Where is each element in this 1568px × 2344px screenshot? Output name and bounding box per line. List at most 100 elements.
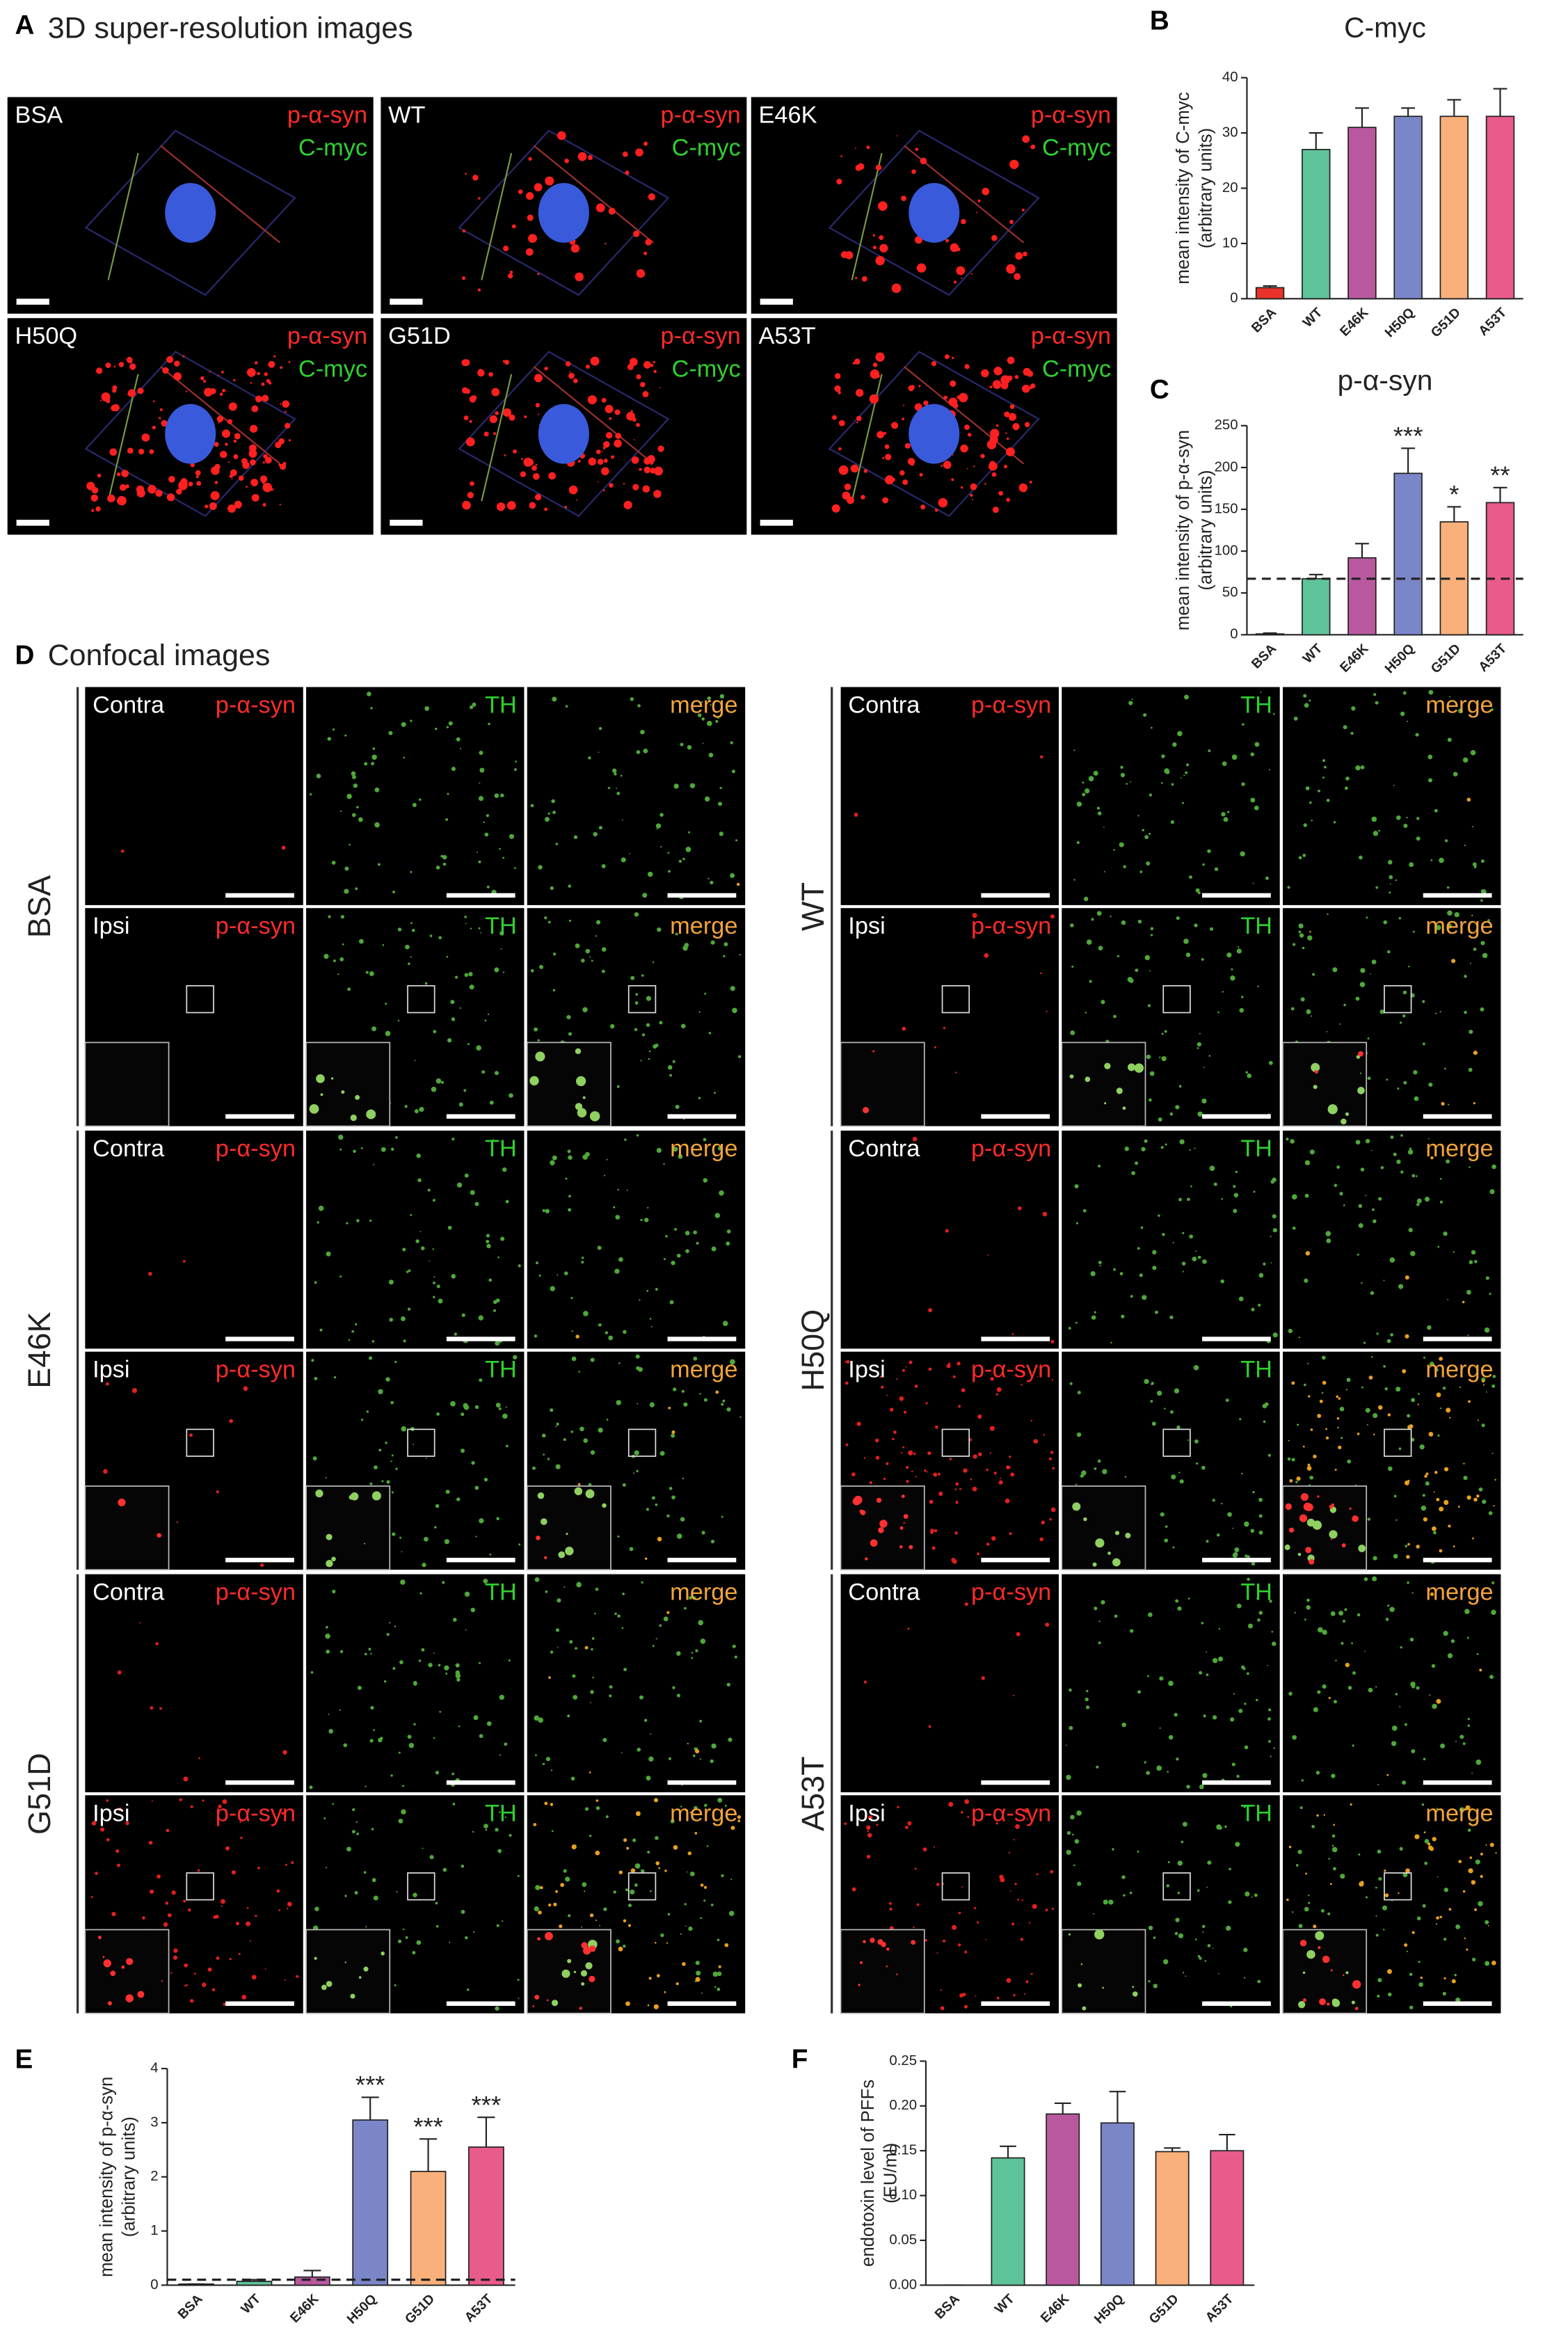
texture-dot xyxy=(1020,1938,1024,1941)
texture-dot xyxy=(410,870,413,873)
significance-label: *** xyxy=(355,2071,385,2099)
texture-dot xyxy=(358,939,364,944)
texture-dot xyxy=(246,367,256,377)
texture-dot xyxy=(1288,1328,1293,1334)
texture-dot xyxy=(1442,1386,1446,1390)
x-tick-label: A53T xyxy=(1476,641,1510,675)
texture-dot xyxy=(972,913,977,918)
texture-dot xyxy=(870,1937,875,1943)
texture-dot xyxy=(161,420,168,427)
texture-dot xyxy=(401,1316,406,1321)
texture-dot xyxy=(106,1799,109,1802)
texture-dot xyxy=(1315,1931,1325,1940)
texture-dot xyxy=(1331,1847,1338,1853)
texture-dot xyxy=(964,364,970,369)
texture-dot xyxy=(1217,1011,1219,1014)
texture-dot xyxy=(721,1874,724,1878)
texture-dot xyxy=(1476,1652,1479,1655)
texture-dot xyxy=(358,1976,362,1979)
texture-dot xyxy=(1321,1392,1324,1394)
texture-dot xyxy=(693,1230,697,1235)
texture-dot xyxy=(575,272,584,282)
texture-dot xyxy=(1183,774,1185,776)
texture-dot xyxy=(176,1521,179,1523)
texture-dot xyxy=(669,1487,673,1490)
texture-dot xyxy=(632,484,639,491)
texture-dot xyxy=(1330,1611,1336,1616)
texture-dot xyxy=(1182,1270,1184,1273)
texture-dot xyxy=(436,1412,440,1416)
texture-dot xyxy=(433,1737,435,1739)
texture-dot xyxy=(125,1994,134,2002)
texture-dot xyxy=(595,1850,600,1856)
texture-dot xyxy=(1455,1998,1461,2003)
texture-dot xyxy=(1174,1931,1178,1936)
texture-dot xyxy=(723,942,728,947)
scale-bar xyxy=(1423,1780,1492,1785)
texture-dot xyxy=(700,1917,702,1920)
texture-dot xyxy=(451,1274,456,1279)
texture-dot xyxy=(651,1496,655,1500)
texture-dot xyxy=(514,867,516,870)
texture-dot xyxy=(1471,1772,1473,1774)
texture-dot xyxy=(456,737,461,742)
texture-dot xyxy=(401,1551,403,1553)
bar xyxy=(1255,633,1285,636)
texture-dot xyxy=(1159,1056,1161,1059)
texture-dot xyxy=(1098,1164,1101,1168)
texture-dot xyxy=(1220,1279,1224,1284)
texture-dot xyxy=(1407,1542,1410,1546)
texture-dot xyxy=(698,1011,701,1013)
texture-dot xyxy=(648,1977,652,1980)
texture-dot xyxy=(557,1598,561,1603)
texture-dot xyxy=(1241,1665,1245,1669)
texture-dot xyxy=(479,1518,484,1524)
texture-dot xyxy=(371,1491,381,1501)
texture-dot xyxy=(711,1743,717,1749)
texture-dot xyxy=(1436,1916,1439,1920)
texture-dot xyxy=(903,1522,905,1524)
texture-dot xyxy=(1251,1896,1253,1898)
texture-dot xyxy=(851,1472,856,1477)
micrograph xyxy=(840,1131,1059,1349)
texture-dot xyxy=(1029,481,1032,484)
texture-dot xyxy=(1473,1051,1478,1055)
texture-dot xyxy=(451,1017,456,1021)
texture-dot xyxy=(317,1221,319,1224)
texture-dot xyxy=(1447,1653,1453,1659)
texture-dot xyxy=(972,1486,977,1492)
texture-dot xyxy=(1343,725,1347,730)
texture-dot xyxy=(450,1401,456,1407)
texture-dot xyxy=(400,1579,406,1585)
texture-dot xyxy=(573,1695,578,1700)
texture-dot xyxy=(136,488,145,497)
texture-dot xyxy=(608,1335,614,1341)
texture-dot xyxy=(184,1963,189,1968)
texture-dot xyxy=(649,1318,652,1320)
axis-line xyxy=(160,145,281,244)
texture-dot xyxy=(1189,875,1192,879)
texture-dot xyxy=(1455,1924,1460,1929)
inset xyxy=(1282,1042,1368,1127)
texture-dot xyxy=(1439,1549,1443,1553)
texture-dot xyxy=(1458,1860,1462,1863)
texture-dot xyxy=(607,787,610,790)
texture-dot xyxy=(1006,497,1011,502)
texture-dot xyxy=(676,1651,681,1656)
texture-dot xyxy=(563,1271,568,1275)
texture-dot xyxy=(284,1979,286,1981)
inset xyxy=(305,1042,391,1127)
texture-dot xyxy=(1464,1609,1470,1614)
texture-dot xyxy=(483,1477,488,1482)
texture-dot xyxy=(710,1540,715,1544)
texture-dot xyxy=(1251,1307,1255,1311)
texture-dot xyxy=(1263,1420,1266,1424)
texture-dot xyxy=(550,1803,554,1806)
texture-dot xyxy=(473,1931,475,1933)
texture-dot xyxy=(1222,761,1227,766)
texture-dot xyxy=(1258,1497,1263,1502)
texture-dot xyxy=(724,1943,729,1947)
texture-dot xyxy=(536,1536,541,1540)
texture-dot xyxy=(1221,1502,1223,1505)
texture-dot xyxy=(550,1160,555,1166)
